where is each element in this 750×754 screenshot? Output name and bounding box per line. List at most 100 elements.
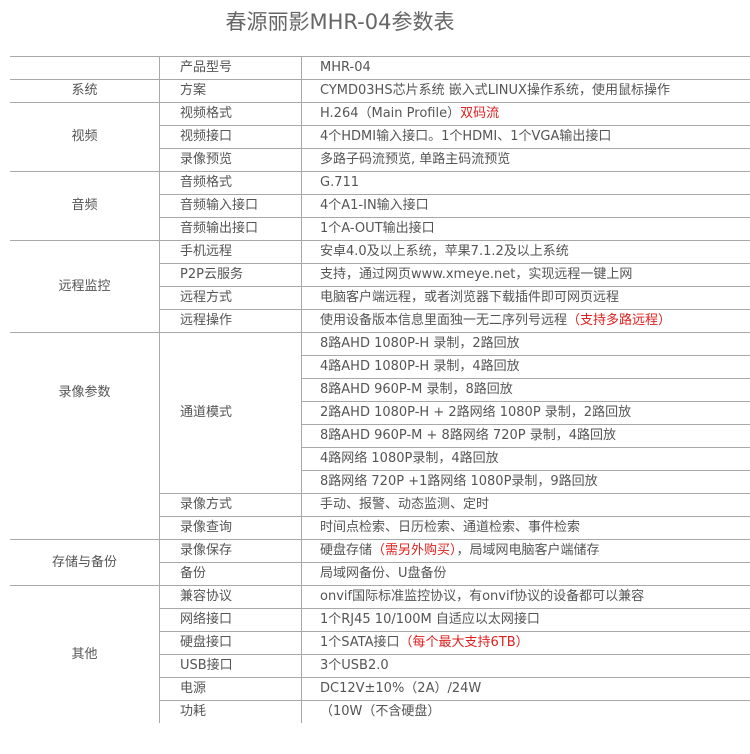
- param-name: 产品型号: [159, 56, 302, 80]
- value-text: ，局域网电脑客户端储存: [456, 543, 600, 558]
- param-value: DC12V±10%（2A）/24W: [301, 677, 750, 701]
- param-value: 4路AHD 1080P-H 录制，4路回放: [301, 355, 750, 379]
- table-row: 视频 视频格式 H.264（Main Profile）双码流: [10, 102, 750, 172]
- value-text: G.711: [320, 175, 360, 190]
- param-value: 8路网络 720P +1路网络 1080P录制，9路回放: [301, 470, 750, 494]
- table-row: 系统 方案 CYMD03HS芯片系统 嵌入式LINUX操作系统，使用鼠标操作: [10, 79, 750, 103]
- param-value: 1个SATA接口（每个最大支持6TB）: [301, 631, 750, 655]
- table-row: USB接口 3个USB2.0: [10, 654, 750, 678]
- table-row: 远程方式 电脑客户端远程，或者浏览器下载插件即可网页远程: [10, 286, 750, 310]
- param-value: 8路AHD 960P-M 录制，8路回放: [301, 378, 750, 402]
- group-label: 录像参数: [10, 332, 160, 540]
- value-text: 8路AHD 1080P-H 录制，2路回放: [320, 336, 520, 351]
- param-value: 3个USB2.0: [301, 654, 750, 678]
- value-text: 1个SATA接口: [320, 635, 400, 650]
- value-text: 使用设备版本信息里面独一无二序列号远程: [320, 313, 568, 328]
- param-name: 远程操作: [159, 309, 302, 333]
- param-value: 局域网备份、U盘备份: [301, 562, 750, 586]
- title-text: 春源丽影MHR-04参数表: [225, 10, 455, 34]
- param-value: 8路AHD 1080P-H 录制，2路回放: [301, 332, 750, 356]
- group-label: 视频: [10, 102, 160, 172]
- table-row: 网络接口 1个RJ45 10/100M 自适应以太网接口: [10, 608, 750, 632]
- table-row: 2路AHD 1080P-H + 2路网络 1080P 录制，2路回放: [10, 401, 750, 425]
- param-value: 多路子码流预览, 单路主码流预览: [301, 148, 750, 172]
- param-value: G.711: [301, 171, 750, 195]
- value-text: 1个RJ45 10/100M 自适应以太网接口: [320, 612, 540, 627]
- value-text: 4路AHD 1080P-H 录制，4路回放: [320, 359, 520, 374]
- param-name: 远程方式: [159, 286, 302, 310]
- group-label: 系统: [10, 79, 160, 103]
- param-value: onvif国际标准监控协议，有onvif协议的设备都可以兼容: [301, 585, 750, 609]
- param-value: 安卓4.0及以上系统，苹果7.1.2及以上系统: [301, 240, 750, 264]
- spec-table: 产品型号 MHR-04 系统 方案 CYMD03HS芯片系统 嵌入式LINUX操作系统，…: [10, 56, 750, 723]
- value-text: 多路子码流预览, 单路主码流预览: [320, 152, 511, 167]
- group-label-text: 视频: [71, 129, 98, 144]
- value-text: 电脑客户端远程，或者浏览器下载插件即可网页远程: [320, 290, 620, 305]
- param-value: 1个A-OUT输出接口: [301, 217, 750, 241]
- param-name: 通道模式: [159, 332, 302, 494]
- table-row: 录像预览 多路子码流预览, 单路主码流预览: [10, 148, 750, 172]
- group-label-text: 存储与备份: [51, 554, 117, 570]
- table-row: 电源 DC12V±10%（2A）/24W: [10, 677, 750, 701]
- group-label: [10, 56, 160, 80]
- param-name: 兼容协议: [159, 585, 302, 609]
- value-text: 支持，通过网页www.xmeye.net，实现远程一键上网: [320, 267, 633, 282]
- value-text: 硬盘存储: [320, 543, 373, 558]
- table-row: 音频输出接口 1个A-OUT输出接口: [10, 217, 750, 241]
- param-name: 录像保存: [159, 539, 302, 563]
- group-label-text: 系统: [71, 83, 98, 98]
- param-value: 使用设备版本信息里面独一无二序列号远程（支持多路远程）: [301, 309, 750, 333]
- param-value: 1个RJ45 10/100M 自适应以太网接口: [301, 608, 750, 632]
- group-label: 其他: [10, 585, 160, 723]
- table-row: 8路AHD 960P-M 录制，8路回放: [10, 378, 750, 402]
- value-text: onvif国际标准监控协议，有onvif协议的设备都可以兼容: [320, 589, 645, 604]
- param-name: 视频格式: [159, 102, 302, 126]
- table-row: 8路AHD 960P-M + 8路网络 720P 录制，4路回放: [10, 424, 750, 448]
- table-row: 录像参数 通道模式 8路AHD 1080P-H 录制，2路回放: [10, 332, 750, 540]
- table-row: 功耗 （10W（不含硬盘）: [10, 700, 750, 723]
- param-value: 8路AHD 960P-M + 8路网络 720P 录制，4路回放: [301, 424, 750, 448]
- param-name: 音频输入接口: [159, 194, 302, 218]
- table-row: 产品型号 MHR-04: [10, 56, 750, 80]
- value-text: 4路网络 1080P录制，4路回放: [320, 451, 499, 466]
- table-row: 存储与备份 录像保存 硬盘存储（需另外购买），局域网电脑客户端储存: [10, 539, 750, 586]
- param-value: 手动、报警、动态监测、定时: [301, 493, 750, 517]
- param-name: 电源: [159, 677, 302, 701]
- table-row: 录像查询 时间点检索、日历检索、通道检索、事件检索: [10, 516, 750, 540]
- highlight-text: （每个最大支持6TB）: [399, 635, 529, 650]
- param-name: 功耗: [159, 700, 302, 723]
- value-text: 8路网络 720P +1路网络 1080P录制，9路回放: [320, 474, 598, 489]
- table-row: 录像方式 手动、报警、动态监测、定时: [10, 493, 750, 517]
- value-text: 安卓4.0及以上系统，苹果7.1.2及以上系统: [320, 244, 569, 259]
- table-row: 音频输入接口 4个A1-IN输入接口: [10, 194, 750, 218]
- value-text: 3个USB2.0: [320, 658, 389, 673]
- param-name: 录像方式: [159, 493, 302, 517]
- value-text: MHR-04: [320, 60, 371, 75]
- param-value: 时间点检索、日历检索、通道检索、事件检索: [301, 516, 750, 540]
- param-value: 4个HDMI输入接口。1个HDMI、1个VGA输出接口: [301, 125, 750, 149]
- param-name: USB接口: [159, 654, 302, 678]
- value-text: 8路AHD 960P-M 录制，8路回放: [320, 382, 513, 397]
- page-title: 春源丽影MHR-04参数表: [0, 6, 750, 36]
- param-name: P2P云服务: [159, 263, 302, 287]
- param-value: 4个A1-IN输入接口: [301, 194, 750, 218]
- group-label-text: 音频: [71, 198, 98, 213]
- value-text: 4个A1-IN输入接口: [320, 198, 429, 213]
- param-name: 硬盘接口: [159, 631, 302, 655]
- param-value: 4路网络 1080P录制，4路回放: [301, 447, 750, 471]
- value-text: CYMD03HS芯片系统 嵌入式LINUX操作系统，使用鼠标操作: [320, 83, 670, 98]
- param-value: CYMD03HS芯片系统 嵌入式LINUX操作系统，使用鼠标操作: [301, 79, 750, 103]
- value-text: 手动、报警、动态监测、定时: [320, 497, 490, 512]
- param-value: （10W（不含硬盘）: [301, 700, 750, 723]
- value-text: DC12V±10%（2A）/24W: [320, 681, 482, 696]
- table-row: 其他 兼容协议 onvif国际标准监控协议，有onvif协议的设备都可以兼容: [10, 585, 750, 723]
- group-label-text: 其他: [71, 646, 98, 662]
- value-text: 时间点检索、日历检索、通道检索、事件检索: [320, 520, 581, 535]
- value-text: （10W（不含硬盘）: [320, 704, 441, 719]
- param-name: 方案: [159, 79, 302, 103]
- group-label-text: 录像参数: [58, 385, 111, 400]
- highlight-text: （需另外购买）: [372, 543, 457, 558]
- group-label: 存储与备份: [10, 539, 160, 586]
- table-row: 4路AHD 1080P-H 录制，4路回放: [10, 355, 750, 379]
- group-label-text: 远程监控: [58, 278, 111, 294]
